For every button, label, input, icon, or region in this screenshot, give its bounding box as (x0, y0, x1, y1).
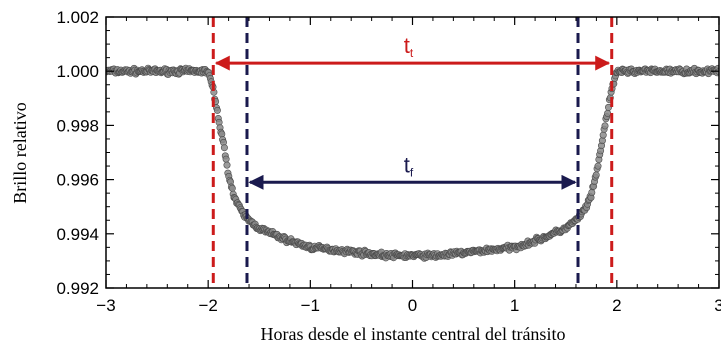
data-point (220, 144, 228, 152)
duration-annotations: tt tf (214, 33, 611, 190)
y-tick-label: 1.000 (56, 62, 99, 81)
x-tick-label: 0 (408, 296, 417, 315)
data-point (222, 155, 230, 163)
y-tick-label: 0.998 (56, 116, 99, 135)
data-point (599, 131, 607, 139)
duration-label: tt (404, 33, 414, 60)
y-tick-label: 1.002 (56, 8, 99, 27)
x-tick-label: 3 (714, 296, 721, 315)
data-point (604, 103, 612, 111)
x-tick-label: −1 (301, 296, 320, 315)
x-axis-title: Horas desde el instante central del trán… (261, 324, 566, 344)
y-tick-label: 0.994 (56, 225, 99, 244)
x-tick-label: 1 (510, 296, 519, 315)
x-axis-ticks: −3 −2 −1 0 1 2 3 (96, 17, 721, 315)
data-point (228, 184, 236, 192)
x-tick-label: 2 (612, 296, 621, 315)
data-point (213, 106, 221, 114)
data-points (106, 64, 719, 262)
data-point (594, 162, 602, 170)
data-point (601, 122, 609, 130)
y-tick-label: 0.996 (56, 171, 99, 190)
x-tick-label: −2 (198, 296, 217, 315)
data-point (604, 109, 612, 117)
data-point (223, 161, 231, 169)
y-tick-label: 0.992 (56, 279, 99, 298)
duration-label: tf (404, 152, 414, 179)
x-tick-label: −3 (96, 296, 115, 315)
data-point (592, 171, 600, 179)
reference-lines (211, 17, 614, 288)
y-axis-title: Brillo relativo (10, 102, 30, 203)
data-point (588, 189, 596, 197)
y-axis-ticks: 0.992 0.994 0.996 0.998 1.000 1.002 (56, 8, 719, 298)
